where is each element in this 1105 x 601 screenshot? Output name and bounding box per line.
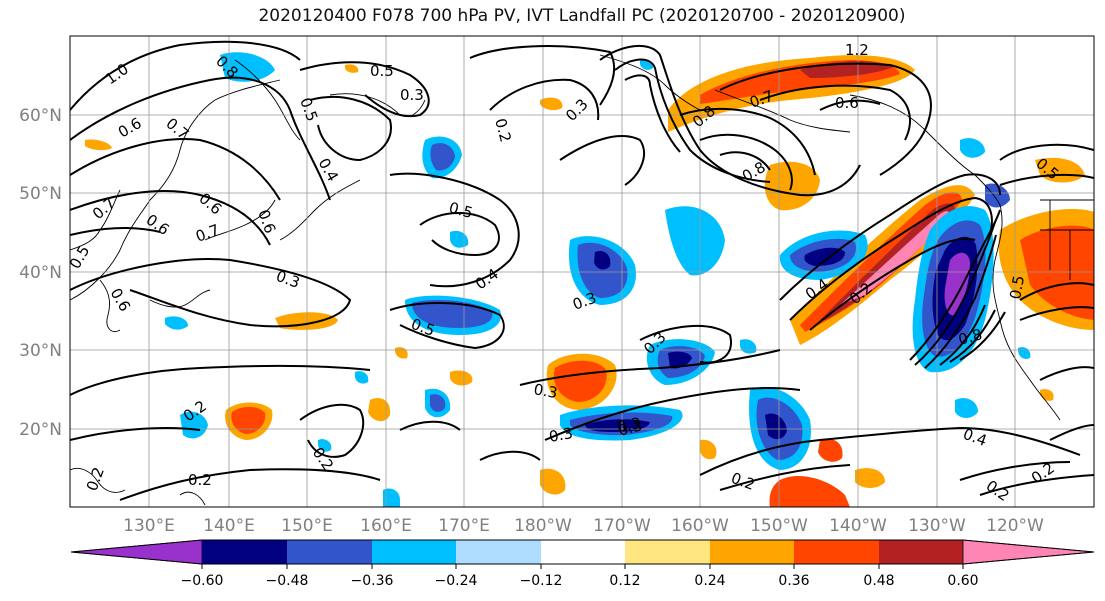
contour-label: 0.3	[532, 380, 559, 402]
contour-label: 0.2	[83, 465, 108, 494]
colorbar-swatch-10	[962, 539, 1095, 565]
lat-label: 40°N	[19, 263, 62, 283]
colorbar-tick-label: −0.60	[181, 573, 224, 589]
colorbar-swatch-2	[287, 540, 372, 564]
contour-label: 0.6	[143, 211, 173, 239]
contour-label: 0.2	[188, 471, 212, 489]
contour-label: 0.6	[254, 207, 279, 236]
contour-label: 1.2	[845, 41, 869, 59]
colorbar-tick-label: −0.12	[520, 573, 563, 589]
contour-label: 0.5	[296, 95, 321, 124]
contour-label: 0.3	[616, 414, 643, 436]
lon-label: 170°E	[438, 516, 490, 536]
contour-label: 0.2	[491, 116, 515, 144]
colorbar-tick-label: −0.48	[266, 573, 309, 589]
contour-label: 0.3	[562, 95, 592, 125]
contour-label: 0.2	[729, 469, 758, 494]
contour-label: 0.3	[616, 416, 644, 440]
colorbar-tick-label: 0.60	[947, 573, 978, 589]
negative-anomaly-shading	[165, 52, 1031, 507]
lat-label: 20°N	[19, 420, 62, 440]
contour-label: 0.6	[115, 114, 145, 142]
longitude-labels: 130°E 140°E 150°E 160°E 170°E 180°W 170°…	[123, 516, 1044, 536]
contour-label: 0.3	[400, 86, 424, 104]
contour-label: 0.3	[548, 424, 575, 446]
colorbar-swatch-6	[625, 540, 710, 564]
map-frame	[69, 35, 1095, 508]
colorbar-swatch-7	[710, 540, 794, 564]
lon-label: 170°W	[593, 516, 651, 536]
colorbar-swatch-8	[794, 540, 879, 564]
contour-label: 0.7	[89, 194, 119, 223]
lon-label: 160°W	[671, 516, 729, 536]
colorbar-tick-label: 0.36	[778, 573, 809, 589]
colorbar: −0.60 −0.48 −0.36 −0.24 −0.12 0.12 0.24 …	[70, 539, 1095, 589]
lat-label: 60°N	[19, 106, 62, 126]
graticule	[70, 36, 1094, 507]
colorbar-tick-label: −0.24	[435, 573, 478, 589]
contour-label: 0.6	[195, 189, 225, 218]
lon-label: 130°W	[908, 516, 966, 536]
lon-label: 150°E	[281, 516, 333, 536]
contour-label: 0.6	[835, 94, 859, 112]
contour-label: 0.2	[983, 477, 1013, 505]
colorbar-swatch-3	[372, 540, 456, 564]
contour-label: 0.8	[956, 325, 984, 349]
chart-title: 2020120400 F078 700 hPa PV, IVT Landfall…	[258, 6, 906, 26]
lon-label: 180°W	[514, 516, 572, 536]
colorbar-tick-label: −0.36	[351, 573, 394, 589]
lon-label: 160°E	[360, 516, 412, 536]
lat-label: 30°N	[19, 341, 62, 361]
contour-labels: 1.0 0.8 0.5 0.3 0.2 0.7 0.6 0.5 0.6 0.4 …	[70, 41, 1062, 505]
colorbar-tick-label: 0.12	[609, 573, 640, 589]
lon-label: 120°W	[986, 516, 1044, 536]
contour-label: 0.7	[193, 221, 222, 246]
contour-label: 0.4	[315, 155, 343, 185]
lon-label: 130°E	[123, 516, 175, 536]
lon-label: 140°W	[829, 516, 887, 536]
contour-label: 0.4	[472, 265, 502, 293]
contour-label: 0.6	[107, 285, 135, 315]
lat-label: 50°N	[19, 184, 62, 204]
colorbar-swatch-9	[879, 540, 963, 564]
colorbar-swatch-0	[70, 539, 203, 565]
pv-contours	[70, 40, 1094, 501]
colorbar-tick-label: 0.48	[863, 573, 894, 589]
lon-label: 150°W	[750, 516, 808, 536]
colorbar-swatch-1	[202, 540, 287, 564]
colorbar-tick-label: 0.24	[694, 573, 725, 589]
colorbar-swatch-5	[541, 540, 625, 564]
latitude-labels: 60°N 50°N 40°N 30°N 20°N	[19, 106, 62, 440]
contour-label: 0.5	[370, 62, 394, 80]
contour-label: 0.5	[447, 198, 475, 222]
lon-label: 140°E	[203, 516, 255, 536]
contour-label: 0.5	[1006, 274, 1028, 301]
contour-label: 0.3	[274, 267, 303, 292]
colorbar-swatch-4	[456, 540, 541, 564]
